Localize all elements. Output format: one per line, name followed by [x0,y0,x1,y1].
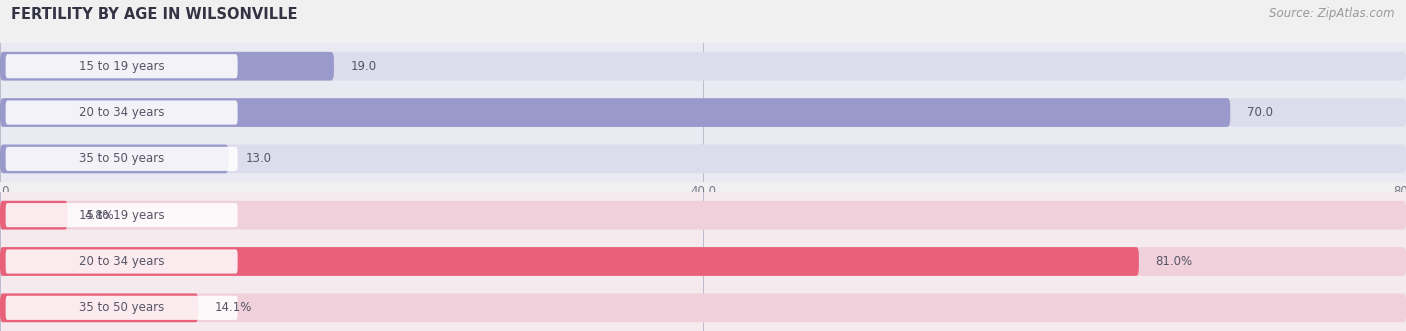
FancyBboxPatch shape [0,52,1406,80]
FancyBboxPatch shape [6,296,238,320]
FancyBboxPatch shape [0,247,1139,276]
FancyBboxPatch shape [0,201,67,229]
Text: 4.8%: 4.8% [84,209,114,222]
Text: 35 to 50 years: 35 to 50 years [79,301,165,314]
FancyBboxPatch shape [6,101,238,124]
FancyBboxPatch shape [0,98,1406,127]
FancyBboxPatch shape [0,294,198,322]
Text: Source: ZipAtlas.com: Source: ZipAtlas.com [1270,7,1395,20]
Text: 20 to 34 years: 20 to 34 years [79,106,165,119]
Text: 13.0: 13.0 [246,152,271,166]
Text: 35 to 50 years: 35 to 50 years [79,152,165,166]
FancyBboxPatch shape [0,201,1406,229]
FancyBboxPatch shape [0,145,228,173]
Text: 19.0: 19.0 [352,60,377,73]
FancyBboxPatch shape [6,54,238,78]
FancyBboxPatch shape [0,52,335,80]
Text: 15 to 19 years: 15 to 19 years [79,209,165,222]
FancyBboxPatch shape [6,147,238,171]
FancyBboxPatch shape [0,294,1406,322]
FancyBboxPatch shape [0,98,1230,127]
Text: 14.1%: 14.1% [215,301,253,314]
Text: 20 to 34 years: 20 to 34 years [79,255,165,268]
Text: 15 to 19 years: 15 to 19 years [79,60,165,73]
FancyBboxPatch shape [6,203,238,227]
Text: FERTILITY BY AGE IN WILSONVILLE: FERTILITY BY AGE IN WILSONVILLE [11,7,298,22]
FancyBboxPatch shape [0,145,1406,173]
FancyBboxPatch shape [0,247,1406,276]
FancyBboxPatch shape [6,250,238,273]
Text: 70.0: 70.0 [1247,106,1272,119]
Text: 81.0%: 81.0% [1156,255,1192,268]
